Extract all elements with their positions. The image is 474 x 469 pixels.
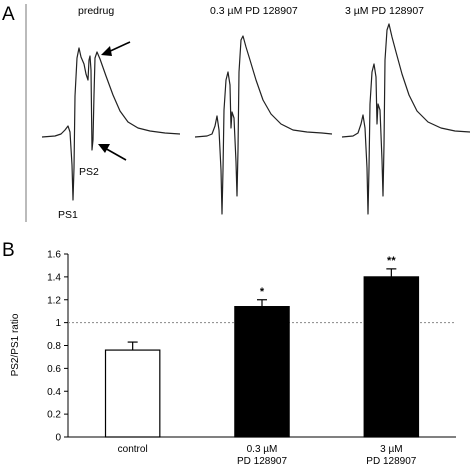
bar (104, 349, 161, 438)
trace-low-dose (194, 35, 333, 215)
y-tick-label: 1.2 (47, 295, 61, 306)
y-axis-label: PS2/PS1 ratio (10, 313, 21, 376)
panel-a-label: A (2, 4, 15, 25)
condition-label-low-dose: 0.3 µM PD 128907 (210, 5, 298, 17)
trace-predrug (41, 47, 181, 201)
y-tick-label: 1 (55, 318, 61, 329)
x-category-label: control (118, 444, 148, 455)
ps1-label: PS1 (58, 209, 78, 221)
x-category-label: PD 128907 (366, 456, 416, 467)
y-tick-label: 0 (55, 433, 61, 444)
bar (363, 276, 420, 438)
y-tick-label: 1.6 (47, 250, 61, 261)
y-tick-label: 0.8 (47, 341, 61, 352)
trace-high-dose (341, 23, 471, 215)
y-tick-label: 0.2 (47, 410, 61, 421)
x-category-label: 0.3 µM (247, 444, 278, 455)
ps2-label: PS2 (79, 166, 99, 178)
panel-b-label: B (2, 240, 15, 261)
y-tick-label: 0.6 (47, 364, 61, 375)
x-category-label: 3 µM (380, 444, 402, 455)
bar (234, 306, 290, 438)
y-tick-label: 1.4 (47, 272, 61, 283)
condition-label-predrug: predrug (78, 5, 114, 17)
panel-a: A predrug 0.3 µM PD 128907 3 µM PD 12890… (2, 4, 471, 222)
significance-marker: ** (387, 255, 396, 267)
condition-label-high-dose: 3 µM PD 128907 (345, 5, 424, 17)
panel-b: B PS2/PS1 ratio 0 0.2 0.4 0.6 0.8 1 1.2 1.4 1.6 c… (2, 240, 456, 467)
y-tick-label: 0.4 (47, 387, 61, 398)
arrowhead-icon-upper (101, 46, 112, 56)
x-category-label: PD 128907 (237, 456, 287, 467)
arrowhead-icon-lower (98, 144, 110, 153)
significance-marker: * (260, 286, 265, 298)
